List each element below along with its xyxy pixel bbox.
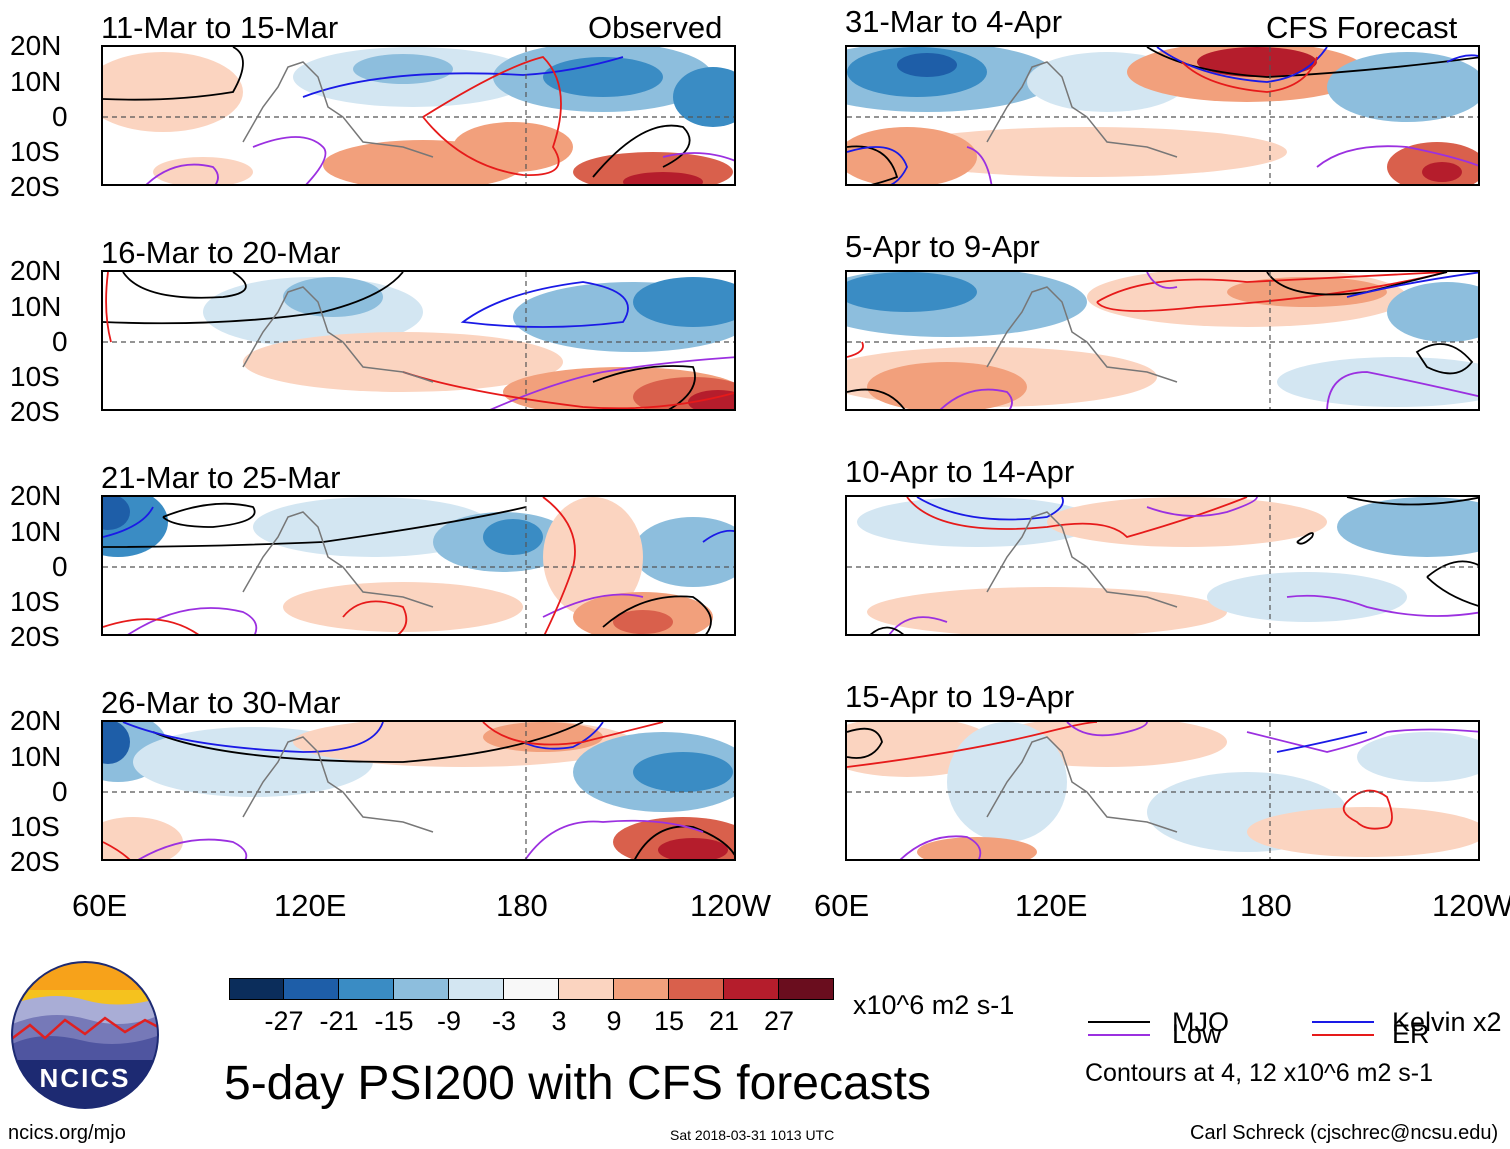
legend-label-er: ER xyxy=(1392,1019,1430,1049)
lat-label-10n: 10N xyxy=(10,66,62,97)
lon-label-60e-left: 60E xyxy=(72,888,128,923)
legend-line-mjo xyxy=(1088,1021,1150,1023)
colorbar-label: 3 xyxy=(551,1006,567,1036)
map-panel-4 xyxy=(101,720,736,861)
lat-label-20s: 20S xyxy=(10,396,60,427)
colorbar-swatch xyxy=(394,978,449,1000)
lon-label-120w-left: 120W xyxy=(690,888,771,923)
lon-label-120e-left: 120E xyxy=(274,888,347,923)
map-field-4 xyxy=(103,722,734,859)
legend-label-kelvin: Kelvin x2 xyxy=(1392,1007,1502,1037)
map-field-8 xyxy=(847,722,1478,859)
lon-label-180-right: 180 xyxy=(1240,888,1292,923)
map-field-1 xyxy=(103,47,734,184)
colorbar-swatch xyxy=(339,978,394,1000)
ncics-logo[interactable]: NCICS xyxy=(10,960,160,1110)
colorbar-swatch xyxy=(669,978,724,1000)
lat-label-10n: 10N xyxy=(10,291,62,322)
colorbar-swatch xyxy=(229,978,284,1000)
panel-title-8: 15-Apr to 19-Apr xyxy=(845,679,1075,714)
panel-title-2: 16-Mar to 20-Mar xyxy=(101,235,341,270)
colorbar-label: 9 xyxy=(606,1006,622,1036)
colorbar-label: -27 xyxy=(264,1006,304,1036)
colorbar-label: 21 xyxy=(708,1006,740,1036)
map-panel-5 xyxy=(845,45,1480,186)
author-credit[interactable]: Carl Schreck (cjschrec@ncsu.edu) xyxy=(1190,1122,1499,1144)
colorbar-label: 15 xyxy=(653,1006,685,1036)
lat-label-10s: 10S xyxy=(10,136,60,167)
map-panel-7 xyxy=(845,495,1480,636)
panel-title-1: 11-Mar to 15-Mar xyxy=(101,10,339,45)
lon-label-180-left: 180 xyxy=(496,888,548,923)
map-field-6 xyxy=(847,272,1478,409)
map-panel-2 xyxy=(101,270,736,411)
legend-label-mjo: MJO xyxy=(1172,1007,1229,1037)
main-title: 5-day PSI200 with CFS forecasts xyxy=(224,1057,931,1110)
map-panel-6 xyxy=(845,270,1480,411)
site-link[interactable]: ncics.org/mjo xyxy=(8,1122,126,1144)
map-field-2 xyxy=(103,272,734,409)
colorbar-swatch xyxy=(614,978,669,1000)
lat-label-20n: 20N xyxy=(10,255,62,286)
legend-line-er xyxy=(1312,1034,1374,1036)
colorbar-label: -21 xyxy=(319,1006,359,1036)
lat-label-10s: 10S xyxy=(10,811,60,842)
lat-label-10s: 10S xyxy=(10,586,60,617)
panel-title-3: 21-Mar to 25-Mar xyxy=(101,460,341,495)
lat-label-10n: 10N xyxy=(10,516,62,547)
panel-title-4: 26-Mar to 30-Mar xyxy=(101,685,341,720)
lon-label-120w-right: 120W xyxy=(1432,888,1510,923)
colorbar-swatch xyxy=(504,978,559,1000)
colorbar-swatch xyxy=(779,978,834,1000)
lat-label-eq: 0 xyxy=(52,776,68,807)
colorbar-label: -3 xyxy=(491,1006,516,1036)
colorbar-swatch xyxy=(284,978,339,1000)
panel-tag-cfs-forecast: CFS Forecast xyxy=(1266,10,1458,45)
colorbar-swatch xyxy=(449,978,504,1000)
logo-text: NCICS xyxy=(39,1063,131,1093)
lon-label-120e-right: 120E xyxy=(1015,888,1088,923)
lat-label-eq: 0 xyxy=(52,551,68,582)
colorbar-label: -15 xyxy=(374,1006,414,1036)
map-panel-3 xyxy=(101,495,736,636)
colorbar-swatch xyxy=(724,978,779,1000)
lat-label-20s: 20S xyxy=(10,846,60,877)
map-panel-8 xyxy=(845,720,1480,861)
map-panel-1 xyxy=(101,45,736,186)
colorbar-units: x10^6 m2 s-1 xyxy=(853,990,1015,1020)
timestamp: Sat 2018-03-31 1013 UTC xyxy=(670,1127,835,1143)
map-field-5 xyxy=(847,47,1478,184)
colorbar-label: -9 xyxy=(436,1006,461,1036)
map-field-7 xyxy=(847,497,1478,634)
logo-graphic xyxy=(11,961,159,1109)
lat-label-20n: 20N xyxy=(10,705,62,736)
legend-label-low: Low xyxy=(1172,1019,1222,1049)
panel-title-5: 31-Mar to 4-Apr xyxy=(845,4,1063,39)
contours-note: Contours at 4, 12 x10^6 m2 s-1 xyxy=(1085,1059,1434,1087)
lon-label-60e-right: 60E xyxy=(814,888,870,923)
lat-label-20n: 20N xyxy=(10,480,62,511)
lat-label-eq: 0 xyxy=(52,101,68,132)
legend-line-low xyxy=(1088,1034,1150,1036)
lat-label-10s: 10S xyxy=(10,361,60,392)
lat-label-20n: 20N xyxy=(10,30,62,61)
colorbar-swatch xyxy=(559,978,614,1000)
lat-label-20s: 20S xyxy=(10,621,60,652)
map-field-3 xyxy=(103,497,734,634)
legend-line-kelvin xyxy=(1312,1021,1374,1023)
lat-label-10n: 10N xyxy=(10,741,62,772)
colorbar-label: 27 xyxy=(763,1006,795,1036)
lat-label-eq: 0 xyxy=(52,326,68,357)
panel-title-6: 5-Apr to 9-Apr xyxy=(845,229,1040,264)
lat-label-20s: 20S xyxy=(10,171,60,202)
panel-tag-observed: Observed xyxy=(588,10,723,45)
panel-title-7: 10-Apr to 14-Apr xyxy=(845,454,1075,489)
